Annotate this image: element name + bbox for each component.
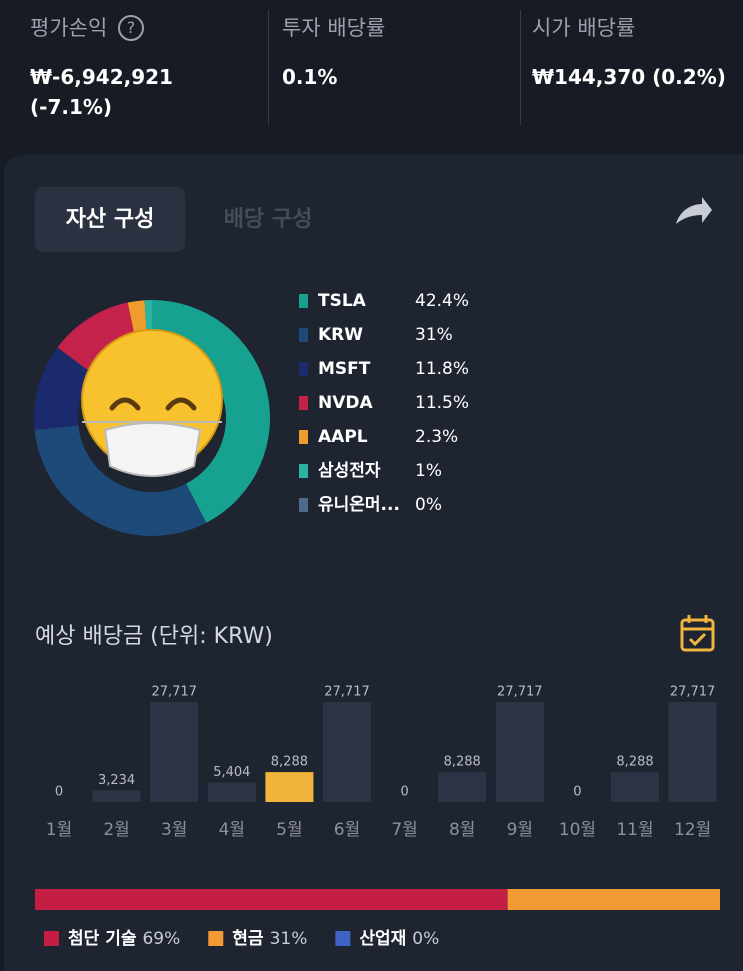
summary-label: 평가손익 ? (30, 12, 255, 42)
legend-value: 11.8% (415, 359, 469, 379)
summary-item: 시가 배당률 ₩144,370 (0.2%) (532, 12, 743, 92)
bar (92, 790, 141, 802)
summary-label: 시가 배당률 (532, 16, 636, 40)
bar-value-label: 8,288 (271, 755, 308, 770)
donut-slice (152, 300, 270, 523)
x-tick-label: 5월 (276, 820, 302, 840)
legend-swatch (208, 931, 224, 946)
x-tick-label: 11월 (616, 820, 653, 840)
legend-label: AAPL (318, 427, 368, 447)
bar-value-label: 27,717 (151, 685, 197, 700)
bar (207, 782, 256, 802)
legend-value: 2.3% (415, 427, 458, 447)
emoji-eye (109, 397, 141, 411)
tab[interactable]: 배당 구성 (224, 207, 313, 232)
calendar-icon[interactable] (680, 615, 715, 652)
donut-slice (34, 425, 207, 536)
bar-value-label: 27,717 (670, 685, 716, 700)
legend-label: 유니온머... (318, 495, 400, 515)
bar-value-label: 0 (55, 785, 63, 800)
legend-label: 산업재 (359, 929, 406, 949)
card-bg (4, 155, 743, 971)
legend-label: TSLA (318, 291, 367, 311)
legend-value: 31% (415, 325, 453, 345)
legend-swatch (299, 294, 308, 308)
bar (495, 702, 544, 802)
bar (438, 772, 487, 802)
bar-value-label: 0 (400, 785, 408, 800)
stacked-segment (35, 889, 508, 910)
legend-value: 11.5% (415, 393, 469, 413)
x-tick-label: 4월 (219, 820, 245, 840)
x-tick-label: 6월 (334, 820, 360, 840)
donut-slice (34, 347, 93, 430)
summary-label: 투자 배당률 (282, 16, 386, 40)
x-tick-label: 7월 (391, 820, 417, 840)
x-tick-label: 3월 (161, 820, 187, 840)
x-tick-label: 2월 (103, 820, 129, 840)
summary-item: 투자 배당률 0.1% (282, 12, 507, 92)
legend-value: 69% (142, 929, 180, 949)
bar-value-label: 8,288 (616, 755, 653, 770)
legend-value: 0% (412, 929, 439, 949)
x-tick-label: 1월 (46, 820, 72, 840)
divider (268, 10, 269, 125)
legend-label: MSFT (318, 359, 371, 379)
bar-value-label: 3,234 (98, 773, 135, 788)
legend-swatch (299, 396, 308, 410)
x-tick-label: 10월 (559, 820, 596, 840)
legend-swatch (44, 931, 59, 946)
emoji-eye (165, 397, 197, 411)
bar (611, 772, 659, 802)
legend-swatch (299, 498, 308, 512)
summary-value: ₩144,370 (0.2%) (532, 65, 726, 89)
help-icon[interactable]: ? (117, 15, 144, 41)
share-icon[interactable] (676, 197, 712, 224)
x-tick-label: 8월 (449, 820, 475, 840)
legend-label: 현금 (232, 929, 264, 949)
legend-swatch (299, 430, 308, 444)
bar-value-label: 0 (573, 785, 581, 800)
legend-label: 삼성전자 (318, 461, 381, 481)
legend-value: 0% (415, 495, 442, 515)
summary-value: 0.1% (282, 65, 338, 89)
bar (265, 772, 314, 802)
x-tick-label: 9월 (507, 820, 533, 840)
bar (668, 702, 717, 802)
tab-active-bg[interactable] (35, 187, 185, 252)
legend-swatch (299, 464, 308, 478)
legend-label: NVDA (318, 393, 373, 413)
donut-slice (57, 302, 137, 374)
bar (150, 702, 199, 802)
bar-value-label: 8,288 (444, 755, 481, 770)
legend-swatch (335, 931, 351, 946)
legend-value: 1% (415, 461, 442, 481)
legend-value: 31% (270, 929, 308, 949)
emoji-sticker (81, 329, 223, 477)
summary-value: ₩-6,942,921 (-7.1%) (30, 65, 173, 119)
legend-swatch (299, 328, 308, 342)
legend-label: KRW (318, 325, 363, 345)
divider (520, 10, 521, 125)
x-tick-label: 12월 (674, 820, 711, 840)
chart-title: 예상 배당금 (단위: KRW) (35, 624, 273, 649)
bar-value-label: 27,717 (497, 685, 543, 700)
bar-value-label: 5,404 (213, 765, 250, 780)
summary-label-text: 평가손익 (30, 16, 108, 40)
legend-swatch (299, 362, 308, 376)
legend-value: 42.4% (415, 291, 469, 311)
emoji-mask (82, 421, 222, 477)
bar (323, 702, 371, 802)
summary-item: 평가손익 ? ₩-6,942,921 (-7.1%) (30, 12, 255, 122)
bar-value-label: 27,717 (324, 685, 370, 700)
stacked-segment (507, 889, 720, 910)
tab[interactable]: 자산 구성 (66, 207, 155, 232)
legend-label: 첨단 기술 (68, 928, 137, 949)
